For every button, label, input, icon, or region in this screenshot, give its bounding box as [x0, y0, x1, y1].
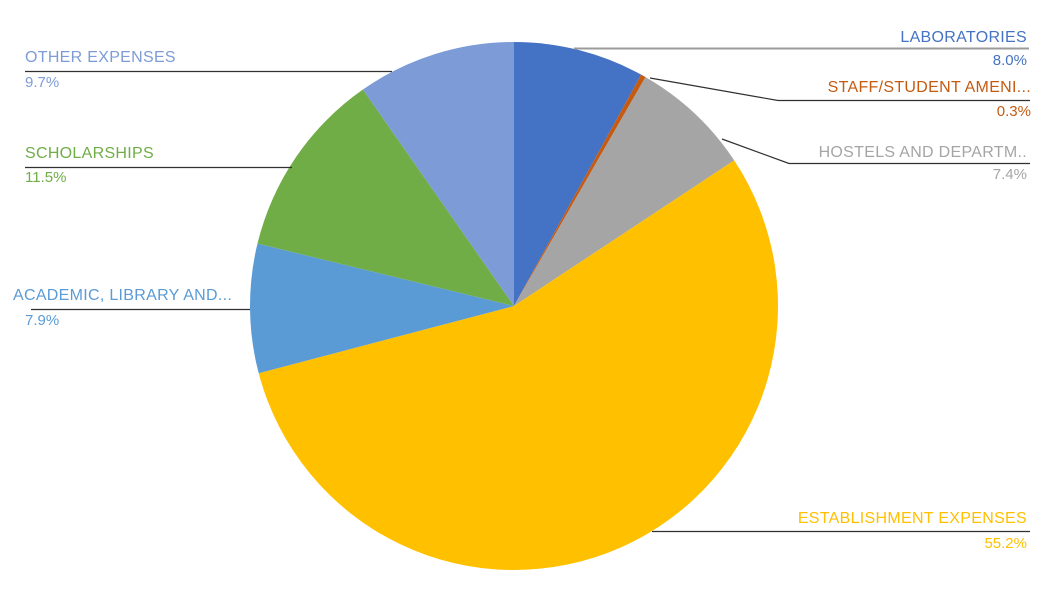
slice-value: 0.3%	[996, 103, 1031, 120]
slice-label: LABORATORIES	[900, 29, 1027, 46]
slice-value: 55.2%	[984, 535, 1027, 552]
pie-slice-4	[249, 243, 514, 374]
leader-line-hostels-departments	[721, 138, 1030, 165]
pie-slice-0	[514, 42, 642, 306]
pie-slices	[249, 42, 778, 570]
leader-line-staff-student-amenities	[649, 77, 1030, 102]
slice-label: ESTABLISHMENT EXPENSES	[797, 510, 1027, 527]
pie-slice-6	[362, 42, 514, 306]
slice-label: HOSTELS AND DEPARTM..	[818, 144, 1027, 161]
pie-slice-5	[257, 89, 514, 306]
pie-slice-1	[514, 74, 646, 306]
callout-laboratories: LABORATORIES 8.0%	[900, 29, 1027, 69]
pie-slice-3	[258, 160, 778, 570]
slice-value: 7.9%	[25, 312, 60, 329]
slice-value: 9.7%	[25, 74, 60, 91]
callout-academic-library: ACADEMIC, LIBRARY AND... 7.9%	[13, 287, 232, 329]
callout-staff-student-amenities: STAFF/STUDENT AMENI... 0.3%	[828, 79, 1031, 120]
pie-slice-2	[514, 77, 735, 306]
callout-establishment-expenses: ESTABLISHMENT EXPENSES 55.2%	[798, 510, 1027, 552]
slice-label: ACADEMIC, LIBRARY AND...	[13, 287, 233, 304]
callout-other-expenses: OTHER EXPENSES 9.7%	[25, 49, 176, 91]
slice-value: 8.0%	[992, 52, 1027, 69]
slice-label: SCHOLARSHIPS	[25, 145, 154, 162]
callout-scholarships: SCHOLARSHIPS 11.5%	[25, 145, 154, 186]
slice-label: OTHER EXPENSES	[25, 49, 176, 66]
slice-value: 11.5%	[25, 169, 67, 186]
slice-value: 7.4%	[992, 166, 1027, 183]
slice-label: STAFF/STUDENT AMENI...	[827, 79, 1031, 96]
callout-hostels-departments: HOSTELS AND DEPARTM.. 7.4%	[819, 144, 1027, 183]
